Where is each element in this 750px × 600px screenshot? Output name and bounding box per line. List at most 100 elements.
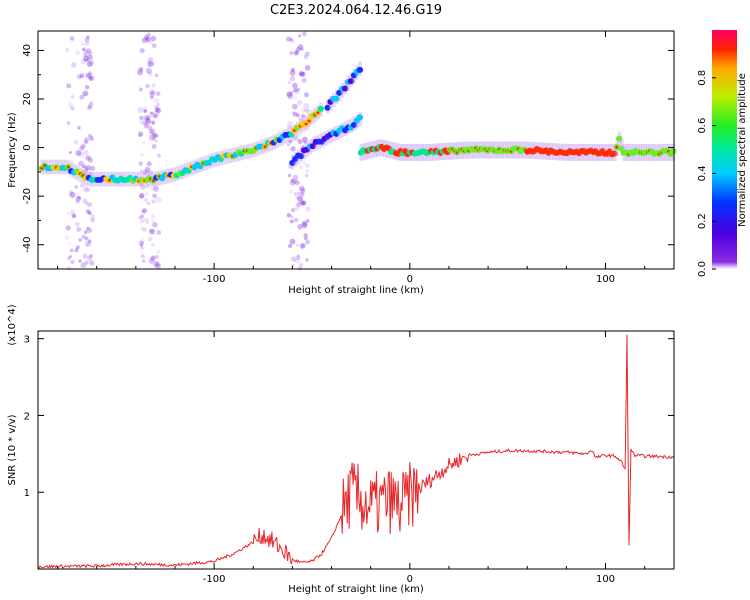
spectrogram-speckle [298, 34, 302, 38]
spectrogram-speckle [86, 61, 93, 67]
spectrogram-speckle [305, 239, 311, 245]
spectrogram-speckle [290, 67, 296, 73]
spectrogram-speckle [66, 121, 71, 125]
spectrogram-speckle [89, 100, 94, 105]
spectrogram-speckle [293, 217, 299, 223]
colorbar: 0.0 0.2 0.4 0.6 0.8 Normalized spectral ampl… [697, 30, 748, 277]
snr-x-axis: -100 0 100 [57, 331, 646, 585]
spectrogram-speckle [145, 220, 149, 224]
spectrogram-point [356, 66, 364, 73]
spectrogram-speckle [140, 152, 145, 158]
spectrogram-speckle [149, 40, 154, 45]
spectrogram-speckle [86, 209, 91, 214]
spectrogram-speckle [140, 226, 144, 231]
spectrogram-speckle [303, 236, 308, 241]
spectrogram-speckle [139, 115, 144, 121]
spectrogram-speckle [153, 104, 159, 110]
y-tick-label: 20 [22, 93, 33, 106]
spectrogram-point [670, 148, 677, 155]
spectrogram-speckle [78, 151, 85, 158]
x-tick-label: 100 [596, 274, 615, 285]
spectrogram-speckle [68, 189, 74, 195]
spectrogram-speckle [287, 173, 292, 178]
spectrogram-speckle [294, 89, 300, 95]
spectrogram-speckle [81, 234, 87, 240]
spectrogram-speckle [147, 125, 153, 131]
spectrogram-speckle [87, 133, 92, 139]
spectrogram-speckle [82, 91, 88, 97]
spectrogram-x-label: Height of straight line (km) [288, 285, 424, 296]
spectrogram-speckle [86, 226, 90, 230]
spectrogram-speckle [305, 163, 310, 168]
spectrogram-speckle [155, 196, 162, 203]
spectrogram-speckle [286, 143, 291, 147]
spectrogram-speckle [153, 110, 160, 117]
spectrogram-speckle [146, 117, 150, 122]
spectrogram-speckle [86, 255, 93, 262]
spectrogram-speckle [293, 135, 299, 141]
spectrogram-speckle [286, 91, 293, 98]
spectrogram-speckle [151, 83, 156, 88]
spectrogram-speckle [293, 50, 299, 56]
spectrogram-speckle [87, 157, 94, 163]
spectrogram-speckle [301, 77, 307, 84]
spectrogram-speckle [301, 220, 307, 226]
spectrogram-speckle [305, 108, 310, 114]
spectrogram-speckle [87, 210, 92, 216]
spectrogram-speckle [84, 167, 89, 172]
spectrogram-speckle [85, 72, 91, 79]
spectrogram-speckle [143, 123, 149, 129]
spectrogram-speckle [81, 46, 87, 52]
spectrogram-speckle [75, 199, 80, 204]
spectrogram-speckle [297, 44, 304, 50]
spectrogram-speckle [147, 61, 154, 68]
spectrogram-speckle [150, 255, 156, 261]
spectrogram-speckle [140, 214, 145, 219]
spectrogram-speckle [150, 214, 155, 219]
spectrogram-speckle [295, 47, 301, 52]
spectrogram-speckle [88, 76, 94, 82]
spectrogram-speckle [84, 37, 90, 43]
spectrogram-speckle [146, 161, 152, 167]
x-tick-label: 100 [596, 574, 615, 585]
spectrogram-speckle [65, 47, 70, 52]
spectrogram-speckle [89, 75, 93, 79]
spectrogram-speckle [300, 200, 307, 206]
spectrogram-speckle [86, 227, 93, 233]
spectrogram-speckle [75, 221, 80, 227]
spectrogram-speckle [294, 258, 300, 264]
spectrogram-speckle [81, 164, 87, 169]
colorbar-gradient [712, 30, 737, 269]
spectrogram-peak [107, 178, 112, 182]
spectrogram-speckle [148, 111, 154, 118]
spectrogram-speckle [145, 117, 152, 124]
spectrogram-speckle [152, 113, 158, 119]
spectrogram-speckle [149, 228, 153, 233]
spectrogram-speckle [302, 160, 307, 165]
spectrogram-speckle [150, 128, 156, 135]
spectrogram-y-axis: -40 -20 0 20 40 [22, 44, 674, 270]
spectrogram-speckle [138, 192, 145, 199]
spectrogram-speckle [302, 221, 308, 227]
spectrogram-speckle [285, 36, 292, 42]
snr-y-label: SNR (10 * v/v) [7, 414, 18, 485]
spectrogram-peak [151, 179, 156, 183]
spectrogram-speckle [141, 141, 146, 145]
spectrogram-speckle [143, 109, 148, 114]
spectrogram-image [38, 31, 677, 272]
spectrogram-speckle [154, 107, 160, 113]
spectrogram-speckle [137, 67, 144, 73]
spectrogram-speckle [138, 134, 142, 138]
spectrogram-speckle [303, 125, 310, 132]
spectrogram-point [611, 150, 618, 157]
spectrogram-speckle [85, 165, 92, 171]
spectrogram-speckle [288, 139, 293, 144]
spectrogram-point [350, 121, 358, 128]
spectrogram-peak [307, 119, 311, 123]
spectrogram-speckle [289, 190, 293, 194]
spectrogram-speckle [79, 145, 84, 151]
spectrogram-speckle [300, 107, 306, 113]
spectrogram-speckle [300, 113, 306, 119]
spectrogram-peak [316, 111, 320, 115]
